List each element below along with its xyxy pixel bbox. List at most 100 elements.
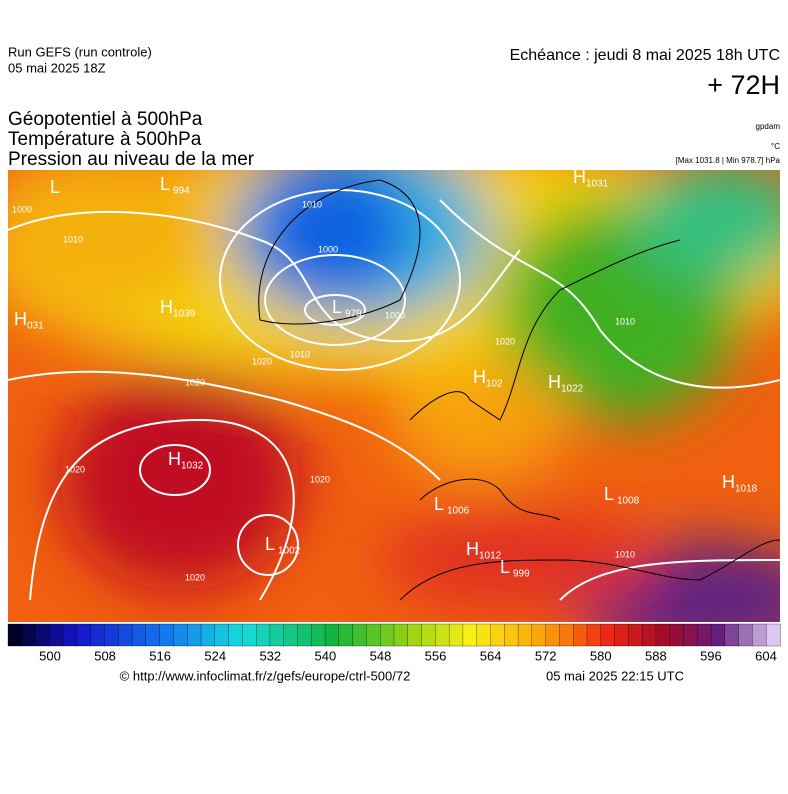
center-type: H	[473, 367, 486, 387]
colorbar-swatch	[255, 623, 271, 647]
center-type: L	[50, 177, 60, 197]
center-type: L	[500, 557, 510, 577]
center-pressure: 1032	[181, 461, 204, 472]
colorbar-swatch	[380, 623, 395, 647]
colorbar-swatch	[214, 623, 230, 647]
center-type: L	[604, 484, 614, 504]
isobar-label: 1000	[12, 204, 32, 214]
colorbar-swatch	[104, 623, 119, 647]
colorbar-swatch	[118, 623, 133, 647]
colorbar-swatch	[297, 623, 312, 647]
center-pressure: 979	[345, 309, 362, 320]
isobar-label: 1020	[65, 464, 85, 474]
isobar-label: 1010	[615, 549, 635, 559]
colorbar-label: 524	[204, 648, 226, 663]
isobar-label: 1010	[290, 349, 310, 359]
center-type: L	[434, 494, 444, 514]
colorbar-label: 564	[480, 648, 502, 663]
colorbar-swatch	[35, 623, 51, 647]
colorbar-swatch	[21, 623, 37, 647]
colorbar-label: 548	[370, 648, 392, 663]
center-type: H	[722, 472, 735, 492]
unit-label: [Max 1031.8 | Min 978.7] hPa	[676, 156, 781, 165]
colorbar-swatch	[476, 623, 492, 647]
colorbar-swatch	[338, 623, 354, 647]
run-label: Run GEFS (run controle)	[8, 44, 152, 59]
center-type: H	[14, 309, 27, 329]
colorbar-swatch	[435, 623, 450, 647]
isobar-label: 1010	[63, 234, 83, 244]
colorbar-swatch	[724, 623, 740, 647]
center-type: H	[466, 539, 479, 559]
colorbar-swatch	[531, 623, 547, 647]
colorbar-swatch	[490, 623, 505, 647]
colorbar-swatch	[159, 623, 175, 647]
center-pressure: 1018	[735, 484, 758, 495]
center-pressure: 1012	[479, 551, 502, 562]
colorbar-swatch	[200, 623, 216, 647]
isobar-label: 1010	[302, 199, 322, 209]
colorbar-swatch	[710, 623, 726, 647]
colorbar-swatch	[559, 623, 574, 647]
isobar-label: 1010	[615, 316, 635, 326]
colorbar-swatch	[187, 623, 202, 647]
colorbar-swatch	[421, 623, 437, 647]
colorbar: 500 508 516 524 532 540 548 556 564 572 580 588 596 6…	[7, 623, 781, 663]
center-pressure: 1008	[617, 496, 640, 507]
center-type: L	[160, 174, 170, 194]
colorbar-label: 572	[535, 648, 557, 663]
colorbar-label: 604	[755, 648, 777, 663]
colorbar-swatch	[407, 623, 423, 647]
title-line: Géopotentiel à 500hPa	[8, 109, 203, 130]
center-pressure: 1022	[561, 384, 584, 395]
isobar-label: 1020	[185, 572, 205, 582]
coastlines	[258, 179, 780, 601]
unit-label: °C	[771, 142, 780, 151]
colorbar-swatch	[462, 623, 478, 647]
colorbar-swatch	[669, 623, 685, 647]
isobar-label: 1020	[310, 474, 330, 484]
center-pressure: 999	[513, 569, 530, 580]
colorbar-swatch	[448, 623, 464, 647]
colorbar-swatch	[600, 623, 616, 647]
center-pressure: 031	[27, 321, 44, 332]
colorbar-swatch	[366, 623, 381, 647]
colorbar-swatch	[311, 623, 326, 647]
isobar-label: 1020	[252, 356, 272, 366]
run-date: 05 mai 2025 18Z	[8, 60, 106, 75]
colorbar-swatch	[283, 623, 299, 647]
issued-date: 05 mai 2025 22:15 UTC	[546, 668, 684, 683]
center-pressure: 994	[173, 186, 190, 197]
colorbar-swatch	[228, 623, 244, 647]
center-pressure: 1006	[447, 506, 470, 517]
colorbar-swatch	[545, 623, 561, 647]
echeance: Echéance : jeudi 8 mai 2025 18h UTC	[510, 47, 780, 64]
colorbar-label: 516	[149, 648, 171, 663]
colorbar-swatch	[393, 623, 409, 647]
colorbar-swatch	[752, 623, 767, 647]
isobar-label: 1000	[385, 310, 405, 320]
colorbar-swatch	[504, 623, 519, 647]
colorbar-swatch	[7, 623, 23, 647]
center-type: H	[168, 449, 181, 469]
isobar-label: 1020	[495, 336, 515, 346]
center-type: L	[265, 534, 275, 554]
colorbar-label: 580	[590, 648, 612, 663]
colorbar-label: 556	[425, 648, 447, 663]
colorbar-swatch	[352, 623, 368, 647]
colorbar-label: 508	[94, 648, 116, 663]
title-line: Pression au niveau de la mer	[8, 149, 255, 170]
colorbar-swatch	[655, 623, 671, 647]
source-url: © http://www.infoclimat.fr/z/gefs/europe…	[120, 668, 411, 683]
colorbar-label: 532	[259, 648, 281, 663]
colorbar-swatch	[76, 623, 92, 647]
colorbar-swatch	[145, 623, 161, 647]
colorbar-label: 596	[700, 648, 722, 663]
colorbar-swatch	[173, 623, 188, 647]
colorbar-swatch	[242, 623, 257, 647]
lead-time: + 72H	[707, 70, 780, 100]
isobar-label: 1000	[318, 244, 338, 254]
colorbar-label: 540	[315, 648, 337, 663]
center-type: H	[160, 297, 173, 317]
